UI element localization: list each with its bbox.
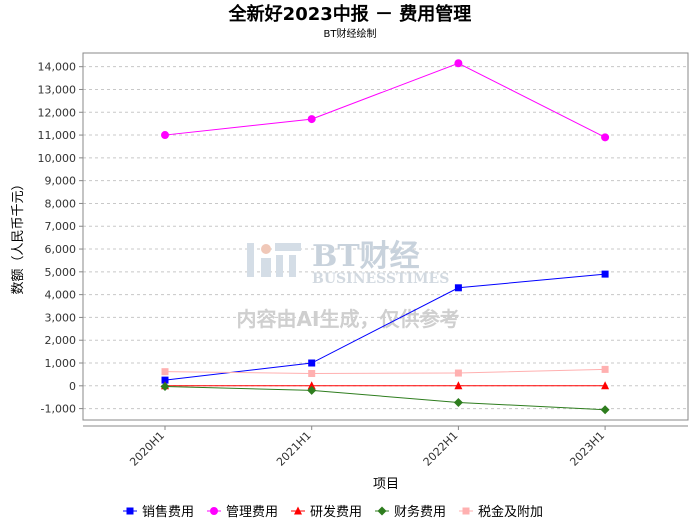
y-tick-label: 9,000 (45, 175, 77, 188)
grid (83, 66, 688, 410)
data-point (601, 133, 610, 142)
data-point (161, 376, 169, 384)
data-point (308, 369, 316, 377)
data-point (454, 59, 463, 68)
data-point (454, 381, 463, 390)
y-tick-label: -1,000 (41, 403, 76, 416)
series-line (164, 385, 606, 411)
legend-label: 销售费用 (142, 504, 194, 520)
legend-marker (462, 507, 470, 515)
legend-item: 研发费用 (291, 504, 362, 520)
legend-label: 研发费用 (310, 504, 362, 520)
y-tick-label: 11,000 (38, 129, 77, 142)
data-point (307, 115, 316, 124)
data-point (601, 365, 609, 373)
y-axis: -1,000 0 1,000 2,000 3,000 4,000 5,000 6,000 7,0… (38, 61, 83, 416)
data-point (161, 131, 169, 140)
y-tick-label: 1,000 (45, 357, 77, 370)
legend-item: 税金及附加 (459, 504, 543, 520)
legend-marker (377, 506, 387, 516)
watermark-brand-en: BUSINESSTIMES (312, 271, 449, 287)
y-axis-label: 数额（人民币千元） (11, 177, 26, 294)
series-4 (161, 365, 609, 377)
series-0 (161, 270, 609, 384)
y-tick-label: 12,000 (38, 106, 77, 119)
chart-title: 全新好2023中报 － 费用管理 (228, 3, 472, 25)
legend-label: 管理费用 (226, 505, 278, 520)
series-line (164, 273, 606, 381)
data-point (307, 385, 317, 395)
y-tick-label: 14,000 (38, 61, 77, 74)
x-tick-label: 2020H1 (127, 429, 167, 469)
legend-label: 财务费用 (394, 504, 446, 520)
data-point (454, 369, 462, 377)
data-point (454, 284, 462, 292)
watermark-brand: BT财经 (312, 239, 420, 274)
y-tick-label: 7,000 (45, 220, 77, 233)
y-tick-label: 2,000 (45, 334, 77, 347)
legend-item: 销售费用 (123, 504, 194, 520)
chart-subtitle: BT财经绘制 (324, 27, 377, 40)
y-tick-label: 5,000 (45, 266, 77, 279)
y-tick-label: 13,000 (38, 83, 77, 96)
y-tick-label: 10,000 (38, 152, 77, 165)
data-point (601, 270, 609, 278)
plot-area (82, 52, 689, 421)
x-tick-label: 2021H1 (274, 429, 314, 469)
y-tick-label: 6,000 (45, 243, 77, 256)
legend-marker (126, 507, 134, 515)
watermark-logo-icon (247, 243, 301, 277)
y-tick-label: 4,000 (45, 289, 77, 302)
legend-marker (210, 507, 218, 515)
series (160, 59, 610, 415)
x-axis-label: 项目 (373, 477, 399, 492)
x-tick-label: 2023H1 (567, 429, 607, 469)
data-point (160, 381, 170, 391)
legend-label: 税金及附加 (478, 504, 543, 520)
series-1 (161, 59, 610, 142)
series-line (164, 368, 606, 374)
x-tick-label: 2022H1 (421, 429, 461, 469)
data-point (308, 359, 316, 367)
legend: 销售费用 管理费用 研发费用 财务费用 税金及附加 (123, 504, 543, 520)
data-point (453, 397, 463, 407)
legend-item: 财务费用 (375, 504, 446, 520)
data-point (601, 381, 610, 390)
data-point (307, 381, 316, 390)
y-tick-label: 0 (69, 380, 76, 393)
data-point (600, 405, 610, 415)
series-3 (160, 381, 610, 415)
legend-marker (294, 506, 302, 515)
watermark-note: 内容由AI生成，仅供参考 (237, 307, 460, 331)
y-tick-label: 8,000 (45, 197, 77, 210)
y-tick-label: 3,000 (45, 311, 77, 324)
x-axis: 2020H1 2021H1 2022H1 2023H1 (83, 425, 688, 469)
data-point (161, 368, 169, 376)
watermark: BT财经 BUSINESSTIMES 内容由AI生成，仅供参考 (237, 239, 460, 331)
series-line (164, 62, 606, 138)
legend-item: 管理费用 (207, 505, 278, 520)
